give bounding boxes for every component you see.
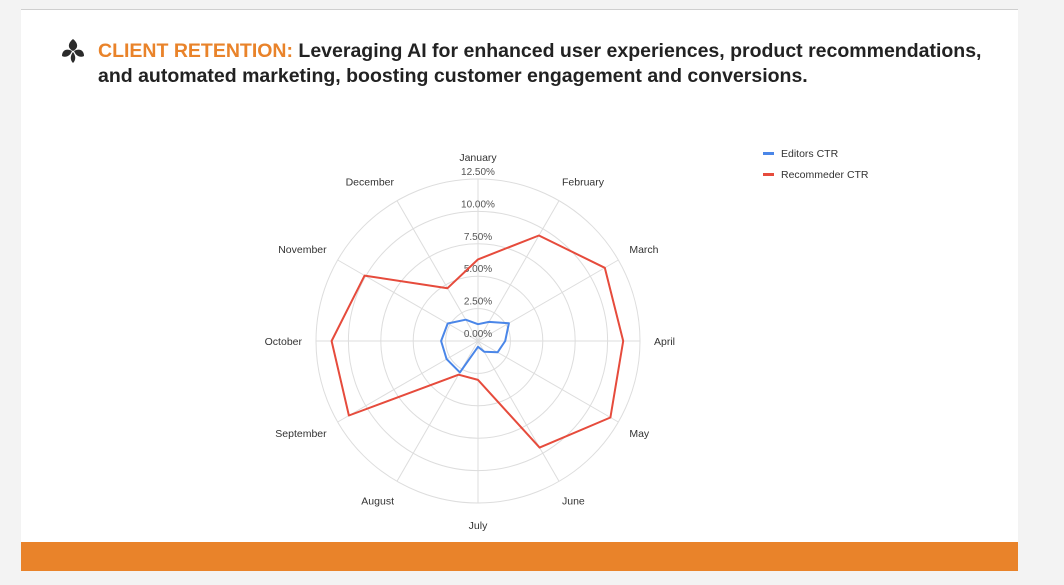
leaf-logo-icon — [62, 39, 84, 63]
grid-spoke — [396, 340, 479, 482]
grid-spoke — [477, 340, 560, 482]
chart-grid — [315, 178, 641, 504]
radial-tick-label: 5.00% — [464, 264, 492, 275]
month-label: November — [278, 244, 327, 256]
footer-bar — [21, 542, 1018, 571]
legend-label: Editors CTR — [781, 148, 839, 160]
radial-tick-labels: 0.00% 2.50% 5.00% 7.50% 10.00% 12.50% — [461, 167, 495, 340]
series-line — [440, 318, 510, 374]
month-label: February — [562, 177, 605, 189]
series-line — [330, 234, 625, 449]
grid-spoke — [337, 340, 479, 423]
chart-legend: Editors CTR Recommeder CTR — [763, 148, 869, 181]
month-label: July — [469, 520, 488, 532]
month-label: April — [654, 336, 675, 348]
month-labels: January February March April May June July Augu… — [265, 152, 675, 532]
headline-label: CLIENT RETENTION: — [98, 40, 293, 62]
legend-label: Recommeder CTR — [781, 169, 869, 181]
month-label: September — [275, 428, 327, 440]
grid-spoke — [477, 259, 619, 342]
radial-tick-label: 0.00% — [464, 329, 492, 340]
grid-spoke — [337, 259, 479, 342]
radial-tick-label: 12.50% — [461, 167, 495, 178]
headline-text: Leveraging AI for enhanced user experien… — [98, 40, 982, 87]
radial-tick-label: 7.50% — [464, 232, 492, 243]
month-label: May — [629, 428, 650, 440]
month-label: June — [562, 495, 585, 507]
page-title: CLIENT RETENTION: Leveraging AI for enha… — [98, 39, 1013, 89]
radial-tick-label: 10.00% — [461, 199, 495, 210]
legend-swatch — [763, 173, 774, 176]
month-label: August — [361, 495, 394, 507]
month-label: March — [629, 244, 658, 256]
slide: CLIENT RETENTION: Leveraging AI for enha… — [21, 9, 1018, 571]
month-label: January — [459, 152, 497, 164]
legend-swatch — [763, 152, 774, 155]
radar-chart: 0.00% 2.50% 5.00% 7.50% 10.00% 12.50% January… — [265, 148, 869, 532]
grid-spoke — [477, 340, 619, 423]
month-label: December — [346, 177, 395, 189]
chart-series — [330, 234, 625, 449]
grid-spoke — [477, 200, 560, 342]
radial-tick-label: 2.50% — [464, 297, 492, 308]
month-label: October — [265, 336, 303, 348]
grid-spoke — [396, 200, 479, 342]
